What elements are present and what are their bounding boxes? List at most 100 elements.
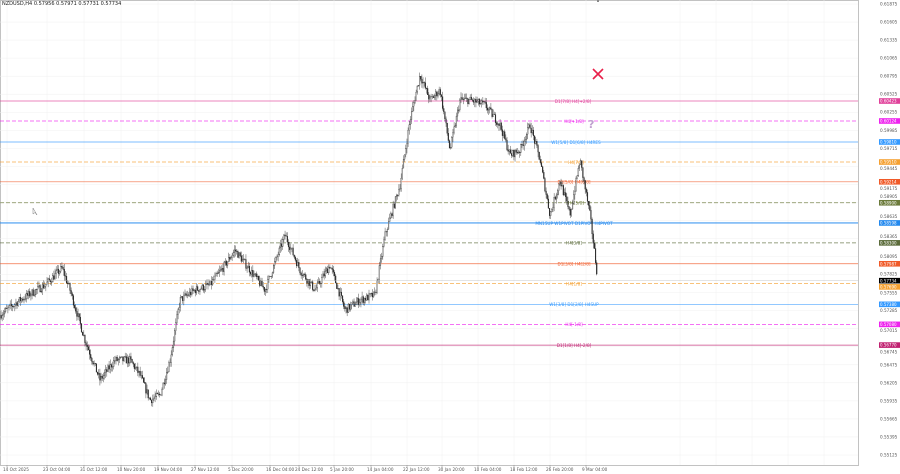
candle: [456, 106, 459, 122]
candle: [170, 350, 172, 367]
candle-body: [55, 270, 57, 274]
candle-body: [131, 359, 133, 363]
candle: [467, 97, 469, 107]
candle-body: [448, 140, 451, 149]
candle: [66, 272, 68, 284]
candle: [569, 207, 571, 219]
candle: [190, 288, 192, 298]
candle: [423, 81, 425, 87]
candle: [128, 355, 130, 367]
candle-body: [577, 167, 579, 177]
candle: [536, 138, 538, 148]
candle: [51, 277, 53, 286]
candle: [493, 111, 495, 115]
candle: [290, 243, 292, 255]
candle-body: [575, 178, 577, 192]
candle-body: [251, 270, 253, 275]
candle: [371, 289, 373, 301]
candle: [350, 301, 352, 312]
candle: [130, 352, 132, 364]
candle: [345, 305, 347, 314]
candle: [21, 298, 23, 304]
candle: [517, 149, 520, 154]
candle: [24, 294, 26, 302]
candle-body: [396, 195, 398, 197]
candle: [289, 241, 291, 254]
candle: [528, 123, 530, 130]
candle-body: [547, 198, 549, 209]
candle: [228, 252, 230, 263]
candle: [187, 292, 190, 297]
candle: [244, 258, 246, 261]
candle-body: [560, 181, 562, 187]
candle-body: [317, 280, 319, 284]
candle: [581, 160, 583, 171]
candle: [25, 289, 27, 303]
candle-body: [494, 114, 497, 123]
candle-body: [31, 289, 33, 296]
candle-body: [170, 354, 172, 363]
candle: [115, 355, 117, 365]
candle: [246, 265, 248, 273]
candle: [580, 158, 582, 166]
candle-body: [456, 109, 459, 117]
candle: [145, 381, 147, 399]
price-tag: [879, 301, 900, 308]
candle-body: [570, 208, 572, 216]
candle-body: [90, 354, 92, 359]
candle: [462, 97, 464, 105]
candle: [129, 353, 131, 367]
candle: [532, 126, 534, 141]
candle: [84, 334, 86, 347]
candle: [483, 100, 485, 105]
candle-body: [15, 302, 17, 305]
candle-body: [497, 123, 499, 125]
candle-body: [537, 145, 539, 153]
candle: [402, 155, 405, 169]
candle: [16, 301, 18, 309]
candle: [275, 256, 277, 264]
candle: [33, 289, 35, 297]
candle-body: [178, 307, 180, 310]
candle-body: [180, 296, 183, 298]
candle-body: [337, 288, 339, 289]
candle: [49, 279, 51, 285]
candle: [137, 362, 139, 377]
candle: [55, 266, 57, 279]
candle: [197, 284, 199, 292]
y-tick-label: 0.61605: [880, 20, 898, 25]
candle: [588, 200, 590, 210]
candle: [7, 305, 9, 314]
candle: [550, 210, 552, 220]
candle: [530, 122, 532, 138]
candle: [583, 176, 585, 185]
candle-body: [543, 172, 545, 179]
mouse-cursor-icon: [32, 207, 38, 216]
price-tag-text: 0.60124: [880, 119, 897, 124]
y-tick-label: 0.56205: [880, 380, 898, 385]
candle: [264, 288, 267, 296]
candle: [332, 265, 334, 277]
candle: [596, 260, 598, 276]
candle: [413, 100, 415, 112]
candle-body: [314, 289, 316, 291]
candle-body: [532, 129, 534, 137]
candle: [298, 259, 300, 272]
candle: [436, 90, 438, 101]
x-tick-label: 26 Feb 20:00: [546, 467, 574, 472]
candle-body: [405, 148, 407, 155]
candle: [555, 192, 557, 204]
candle: [553, 193, 555, 212]
candle: [205, 280, 207, 292]
candle: [534, 135, 536, 149]
candle: [299, 267, 301, 276]
candle: [152, 394, 154, 407]
candle: [256, 273, 258, 280]
y-tick-label: 0.56745: [880, 349, 898, 354]
candle: [124, 352, 126, 358]
candle: [160, 394, 162, 396]
candle-body: [186, 294, 188, 296]
candle: [590, 206, 592, 224]
candle-body: [343, 301, 345, 307]
